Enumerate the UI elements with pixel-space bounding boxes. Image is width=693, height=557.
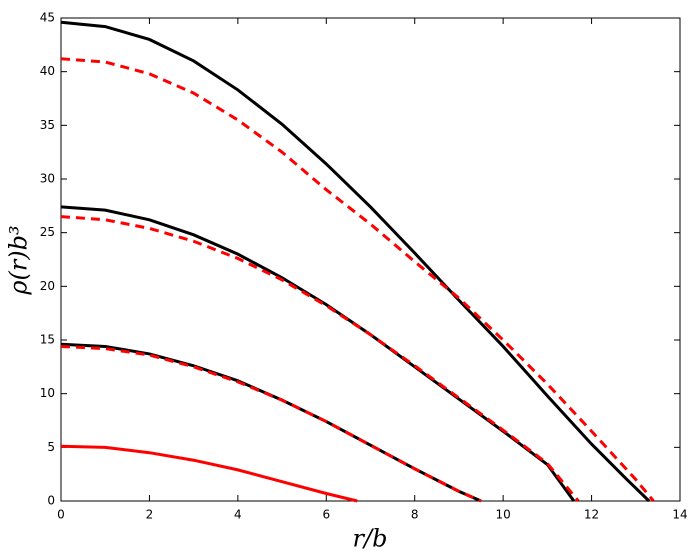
y-tick-label: 0: [47, 494, 55, 508]
plot-frame: [60, 17, 681, 502]
series-line: [60, 20, 651, 503]
y-tick-label: 25: [40, 225, 55, 239]
x-tick-label: 10: [496, 508, 511, 522]
y-tick-label: 10: [40, 386, 55, 400]
y-tick-label: 15: [40, 333, 55, 347]
y-axis-label: ρ(r)b³: [5, 225, 33, 295]
y-tick-label: 35: [40, 118, 55, 132]
y-tick-label: 30: [40, 172, 55, 186]
y-tick-label: 45: [40, 11, 55, 25]
y-tick-label: 5: [47, 440, 55, 454]
x-axis-label: r/b: [353, 525, 388, 553]
series-line: [60, 344, 482, 503]
x-tick-label: 4: [234, 508, 242, 522]
series-line: [60, 57, 655, 502]
x-tick-label: 0: [57, 508, 65, 522]
series-line: [60, 444, 358, 503]
x-tick-label: 6: [322, 508, 330, 522]
x-tick-label: 12: [584, 508, 599, 522]
x-tick-label: 8: [411, 508, 419, 522]
x-tick-label: 2: [146, 508, 154, 522]
x-tick-label: 14: [672, 508, 687, 522]
y-tick-label: 20: [40, 279, 55, 293]
y-tick-label: 40: [40, 64, 55, 78]
series-line: [60, 215, 580, 502]
